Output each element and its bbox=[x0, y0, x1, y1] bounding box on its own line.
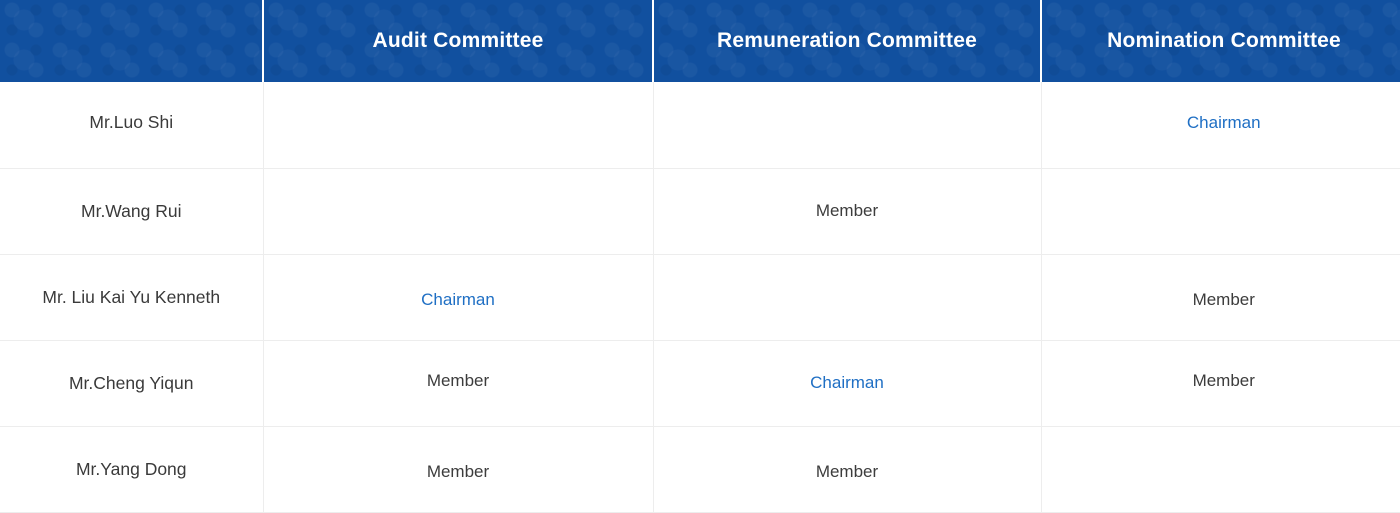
cell-director-name: Mr. Liu Kai Yu Kenneth bbox=[0, 254, 263, 341]
cell-remuneration-role: Member bbox=[652, 426, 1041, 513]
cell-audit-role bbox=[262, 82, 653, 169]
cell-remuneration-role: Member bbox=[652, 168, 1041, 255]
director-name: Mr.Cheng Yiqun bbox=[68, 372, 194, 393]
cell-director-name: Mr.Wang Rui bbox=[0, 168, 263, 255]
cell-nomination-role bbox=[1040, 426, 1400, 513]
role-value: Chairman bbox=[421, 290, 495, 309]
cell-nomination-role: Chairman bbox=[1040, 82, 1400, 169]
cell-director-name: Mr.Yang Dong bbox=[0, 426, 263, 513]
table-row: Mr.Luo Shi Chairman bbox=[0, 82, 1400, 169]
role-value: Chairman bbox=[1186, 112, 1261, 132]
role-value: Member bbox=[426, 462, 490, 481]
cell-audit-role: Member bbox=[262, 340, 653, 427]
cell-audit-role bbox=[262, 168, 653, 255]
cell-nomination-role bbox=[1040, 168, 1400, 255]
director-name: Mr.Luo Shi bbox=[89, 112, 174, 133]
cell-remuneration-role bbox=[652, 82, 1041, 169]
role-value: Member bbox=[1192, 371, 1255, 390]
table-row: Mr.Wang Rui Member bbox=[0, 168, 1400, 255]
header-row: Audit Committee Remuneration Committee N… bbox=[0, 0, 1400, 82]
header-cell-audit-committee: Audit Committee bbox=[262, 0, 653, 82]
cell-director-name: Mr.Luo Shi bbox=[0, 82, 263, 169]
cell-audit-role: Chairman bbox=[262, 254, 653, 341]
table-body: Mr.Luo Shi Chairman Mr.Wang Rui Member bbox=[0, 82, 1400, 513]
role-value: Member bbox=[426, 371, 490, 390]
role-value: Member bbox=[815, 462, 879, 481]
cell-remuneration-role: Chairman bbox=[652, 340, 1041, 427]
header-cell-nomination-committee: Nomination Committee bbox=[1040, 0, 1400, 82]
table-row: Mr.Yang Dong Member Member bbox=[0, 426, 1400, 513]
header-cell-remuneration-committee: Remuneration Committee bbox=[652, 0, 1041, 82]
director-name: Mr. Liu Kai Yu Kenneth bbox=[42, 286, 221, 307]
table-row: Mr. Liu Kai Yu Kenneth Chairman Member bbox=[0, 254, 1400, 341]
table-row: Mr.Cheng Yiqun Member Chairman Member bbox=[0, 340, 1400, 427]
cell-director-name: Mr.Cheng Yiqun bbox=[0, 340, 263, 427]
role-value: Member bbox=[1192, 290, 1255, 309]
header-cell-name bbox=[0, 0, 263, 82]
cell-nomination-role: Member bbox=[1040, 340, 1400, 427]
role-value: Chairman bbox=[810, 373, 884, 392]
cell-nomination-role: Member bbox=[1040, 254, 1400, 341]
director-name: Mr.Yang Dong bbox=[75, 458, 187, 479]
table-header: Audit Committee Remuneration Committee N… bbox=[0, 0, 1400, 82]
cell-audit-role: Member bbox=[262, 426, 653, 513]
director-name: Mr.Wang Rui bbox=[81, 200, 182, 221]
role-value: Member bbox=[815, 201, 879, 220]
cell-remuneration-role bbox=[652, 254, 1041, 341]
